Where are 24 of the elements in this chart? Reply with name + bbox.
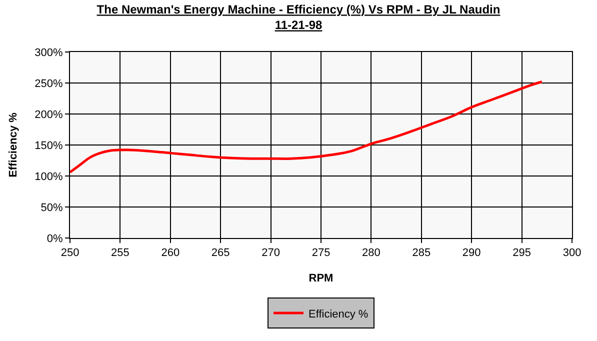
x-tick-label: 255 [111,247,130,260]
x-axis-title: RPM [308,272,334,284]
y-tick-label: 0% [46,232,64,245]
y-axis-title: Efficiency % [7,112,20,178]
y-tick-label: 50% [40,202,64,214]
x-tick-label: 280 [362,247,380,260]
x-tick-label: 275 [312,247,330,260]
x-tick-label: 250 [60,247,80,260]
y-tick-label: 100% [34,170,64,183]
x-tick-label: 270 [262,247,280,260]
y-tick-label: 300% [34,46,64,59]
legend-label: Efficiency % [308,308,368,320]
x-tick-label: 285 [412,247,431,260]
x-tick-label: 260 [161,247,180,260]
line-series [70,80,544,174]
y-tick-label: 200% [34,108,64,121]
y-tick-label: 150% [34,140,64,152]
chart-subtitle: 11-21-98 [274,18,323,32]
y-tick-label: 250% [34,78,64,90]
x-tick-label: 265 [211,247,230,260]
x-tick-label: 295 [512,247,531,260]
x-tick-label: 300 [562,247,582,260]
chart-title: The Newman's Energy Machine - Efficiency (%) Vs RPM - By JL Naudin [96,2,500,17]
x-tick-label: 290 [462,247,481,260]
